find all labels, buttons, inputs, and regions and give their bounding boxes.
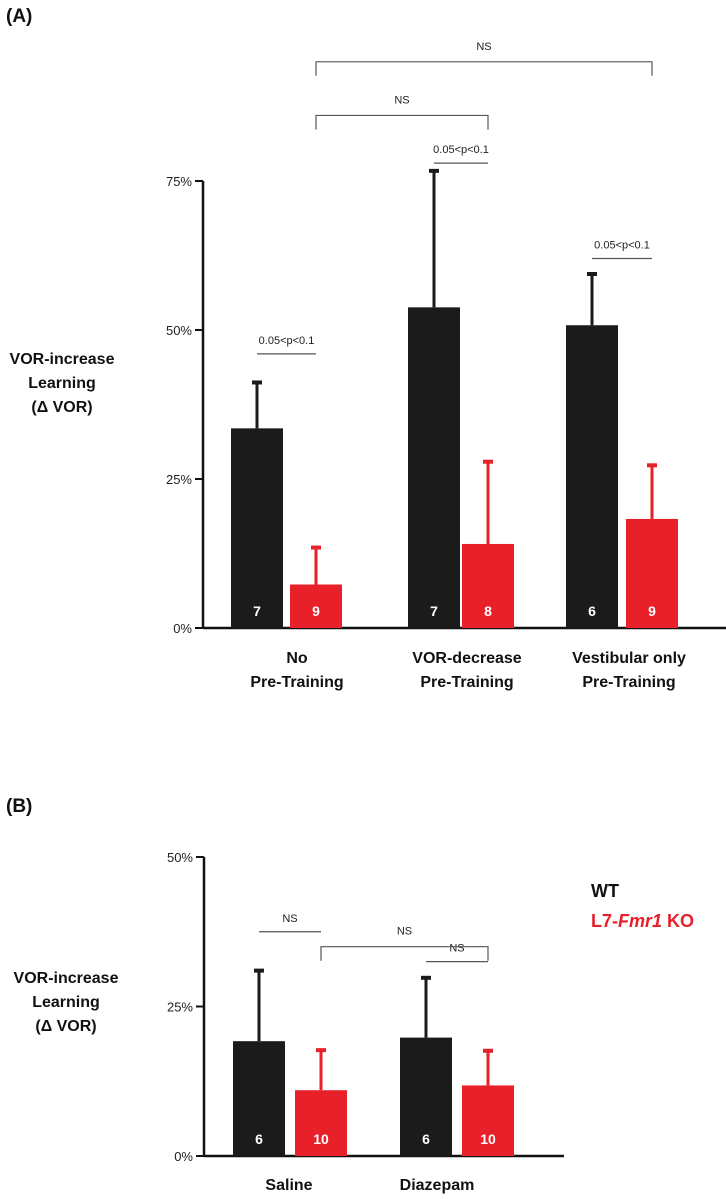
legend-ko-gene: Fmr1 bbox=[618, 911, 662, 931]
panel-a-significance-label: NS bbox=[476, 41, 491, 53]
panel-a-significance-bracket bbox=[315, 114, 489, 130]
panel-a-category-label: Pre-Training bbox=[250, 674, 343, 691]
panel-b-n-label: 10 bbox=[313, 1131, 329, 1147]
panel-b-chart: 0% 25% 50% 6 6 10 10 Saline Diazepam NS NS NS bbox=[167, 850, 564, 1194]
panel-a-n-label: 9 bbox=[312, 603, 320, 619]
panel-a-category-label: Vestibular only bbox=[572, 650, 686, 667]
panel-b-ylabel-line1: VOR-increase bbox=[14, 970, 119, 987]
panel-a-ytick-label: 75% bbox=[166, 174, 192, 189]
legend-ko-suffix: KO bbox=[662, 911, 694, 931]
panel-b-category-label: Diazepam bbox=[400, 1177, 475, 1194]
panel-a-n-label: 9 bbox=[648, 603, 656, 619]
panel-b-ytick-label: 0% bbox=[174, 1149, 193, 1164]
panel-b-label: (B) bbox=[6, 796, 32, 817]
panel-b-n-label: 6 bbox=[255, 1131, 263, 1147]
panel-a-bar bbox=[408, 307, 460, 628]
panel-a-n-label: 8 bbox=[484, 603, 492, 619]
panel-b-significance-label: NS bbox=[449, 943, 464, 955]
panel-a-category-label: Pre-Training bbox=[582, 674, 675, 691]
panel-b-n-label: 10 bbox=[480, 1131, 496, 1147]
legend-wt: WT bbox=[591, 881, 619, 901]
panel-a-significance-bracket bbox=[315, 61, 653, 76]
panel-b-ytick-label: 25% bbox=[167, 1000, 193, 1015]
panel-a-bar bbox=[231, 428, 283, 628]
panel-a-ylabel-line1: VOR-increase bbox=[10, 351, 115, 368]
panel-a-bar bbox=[290, 584, 342, 628]
panel-a-category-label: No bbox=[286, 650, 308, 667]
panel-a-ytick-label: 0% bbox=[173, 621, 192, 636]
panel-a-category-label: Pre-Training bbox=[420, 674, 513, 691]
panel-a-ylabel-line3: (Δ VOR) bbox=[31, 399, 92, 416]
panel-b-significance-bracket bbox=[320, 946, 489, 961]
panel-a-significance-label: NS bbox=[394, 94, 409, 106]
panel-b-significance-label: NS bbox=[397, 926, 412, 938]
panel-a-ylabel-line2: Learning bbox=[28, 375, 96, 392]
panel-a-bar bbox=[566, 325, 618, 628]
panel-a-significance-label: 0.05<p<0.1 bbox=[594, 239, 650, 251]
legend-ko: L7-Fmr1 KO bbox=[591, 911, 694, 931]
panel-b-significance-label: NS bbox=[282, 913, 297, 925]
panel-a-label: (A) bbox=[6, 6, 32, 27]
panel-a-n-label: 7 bbox=[253, 603, 261, 619]
panel-b-bar bbox=[233, 1041, 285, 1156]
panel-a-significance-label: 0.05<p<0.1 bbox=[433, 144, 489, 156]
panel-b-bar bbox=[462, 1085, 514, 1156]
panel-b-ytick-label: 50% bbox=[167, 850, 193, 865]
panel-b-bar bbox=[400, 1037, 452, 1156]
panel-a-category-label: VOR-decrease bbox=[412, 650, 521, 667]
panel-b-category-label: Saline bbox=[265, 1177, 312, 1194]
panel-a-ytick-label: 25% bbox=[166, 472, 192, 487]
panel-a-n-label: 7 bbox=[430, 603, 438, 619]
panel-a-bar bbox=[626, 518, 678, 628]
panel-b-n-label: 6 bbox=[422, 1131, 430, 1147]
panel-b-ylabel-line3: (Δ VOR) bbox=[35, 1018, 96, 1035]
panel-b-bar bbox=[295, 1090, 347, 1156]
panel-a-bar bbox=[462, 543, 514, 628]
legend-ko-prefix: L7- bbox=[591, 911, 618, 931]
panel-a-ytick-label: 50% bbox=[166, 323, 192, 338]
panel-a-n-label: 6 bbox=[588, 603, 596, 619]
panel-a-chart: 0% 25% 50% 75% 7 7 6 9 8 9 No Pre-Training VOR-decre… bbox=[166, 41, 726, 691]
panel-a-significance-label: 0.05<p<0.1 bbox=[259, 335, 315, 347]
panel-b-ylabel-line2: Learning bbox=[32, 994, 100, 1011]
